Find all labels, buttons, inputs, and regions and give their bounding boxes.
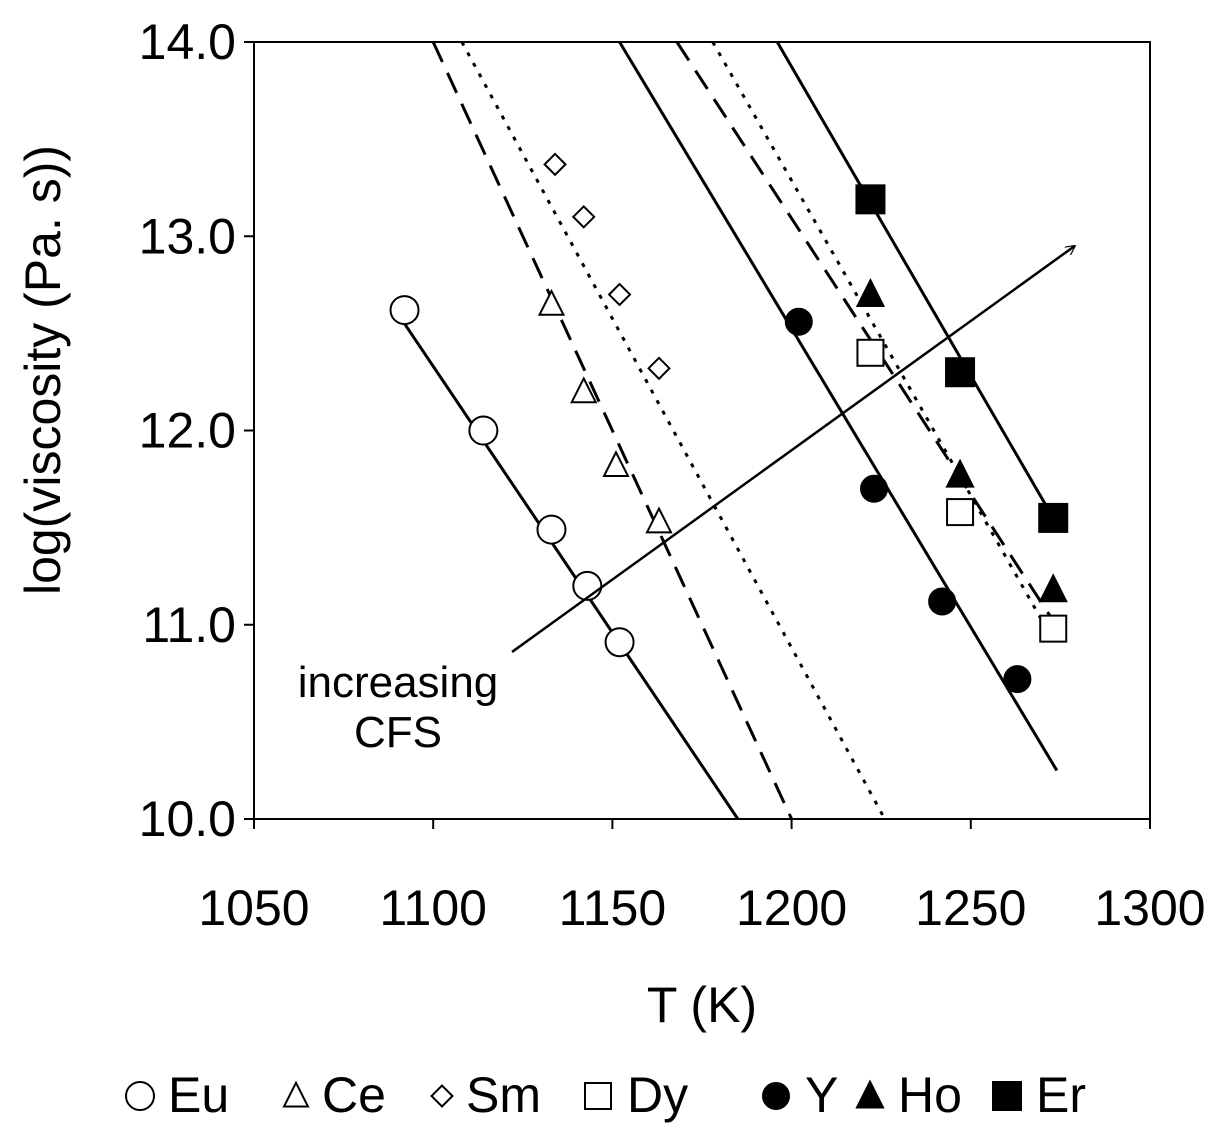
- y-tick-label-14-0: 14.0: [139, 14, 236, 70]
- marker-ce-3: [645, 506, 673, 534]
- legend-marker-eu: [125, 1081, 155, 1111]
- y-axis-ticks: 10.0 11.0 12.0 13.0 14.0: [139, 14, 254, 847]
- marker-sm-1: [571, 204, 596, 229]
- marker-er-0: [855, 184, 886, 215]
- x-axis-ticks: 1050 1100 1150 1200 1250 1300: [198, 819, 1206, 936]
- x-tick-label-1250: 1250: [915, 880, 1026, 936]
- marker-eu-1: [468, 415, 499, 446]
- legend-label-dy: Dy: [627, 1067, 688, 1123]
- marker-y-3: [1003, 665, 1032, 694]
- legend-label-ho: Ho: [898, 1067, 962, 1123]
- marker-ho-0: [855, 278, 886, 307]
- annotation-line-0: increasing: [298, 658, 499, 707]
- marker-eu-0: [389, 295, 420, 326]
- marker-sm-2: [607, 282, 632, 307]
- fit-line-y: [618, 41, 1059, 772]
- data-markers: [389, 152, 1069, 694]
- marker-dy-0: [856, 338, 885, 367]
- marker-eu-4: [604, 627, 635, 658]
- y-tick-label-11-0: 11.0: [142, 597, 236, 653]
- annotation-line-1: CFS: [354, 708, 442, 757]
- marker-eu-2: [536, 514, 567, 545]
- x-axis-label: T (K): [647, 977, 757, 1033]
- y-tick-label-13-0: 13.0: [139, 208, 236, 264]
- marker-sm-0: [543, 152, 567, 177]
- x-tick-label-1100: 1100: [379, 880, 487, 936]
- legend: Eu Ce Sm Dy Y Ho Er: [125, 1067, 1086, 1123]
- legend-marker-sm: [430, 1084, 454, 1108]
- legend-label-er: Er: [1036, 1067, 1086, 1123]
- legend-marker-er: [992, 1081, 1022, 1111]
- marker-dy-2: [1039, 614, 1068, 643]
- marker-ho-2: [1038, 573, 1068, 603]
- cfs-arrow: [511, 246, 1075, 653]
- x-tick-label-1150: 1150: [559, 880, 667, 936]
- legend-marker-ce: [282, 1080, 310, 1108]
- y-axis-label: log(viscosity (Pa. s)): [15, 145, 71, 595]
- fit-line-er: [775, 41, 1055, 519]
- marker-y-2: [928, 587, 957, 616]
- fit-line-dy: [675, 41, 1055, 622]
- legend-label-eu: Eu: [168, 1067, 229, 1123]
- legend-label-sm: Sm: [466, 1067, 541, 1123]
- legend-label-ce: Ce: [322, 1067, 386, 1123]
- fit-line-eu: [403, 322, 740, 820]
- legend-marker-y: [762, 1082, 790, 1110]
- marker-dy-1: [946, 498, 975, 527]
- marker-y-1: [860, 474, 889, 503]
- marker-er-1: [945, 357, 976, 388]
- x-tick-label-1300: 1300: [1094, 880, 1205, 936]
- marker-ho-1: [945, 458, 975, 488]
- y-tick-label-12-0: 12.0: [139, 403, 236, 459]
- marker-ce-2: [602, 450, 630, 478]
- fit-line-sm: [460, 41, 887, 820]
- fit-line-ce: [431, 41, 793, 820]
- x-tick-label-1050: 1050: [198, 880, 309, 936]
- legend-label-y: Y: [805, 1067, 838, 1123]
- marker-ce-1: [570, 376, 598, 404]
- x-tick-label-1200: 1200: [736, 880, 847, 936]
- marker-sm-3: [647, 356, 671, 381]
- y-tick-label-10-0: 10.0: [139, 791, 236, 847]
- marker-ce-0: [537, 288, 566, 316]
- fit-lines: [403, 41, 1059, 820]
- marker-y-0: [784, 307, 813, 336]
- legend-marker-dy: [584, 1082, 612, 1110]
- marker-er-2: [1038, 502, 1069, 533]
- marker-eu-3: [572, 570, 603, 601]
- legend-marker-ho: [855, 1079, 885, 1109]
